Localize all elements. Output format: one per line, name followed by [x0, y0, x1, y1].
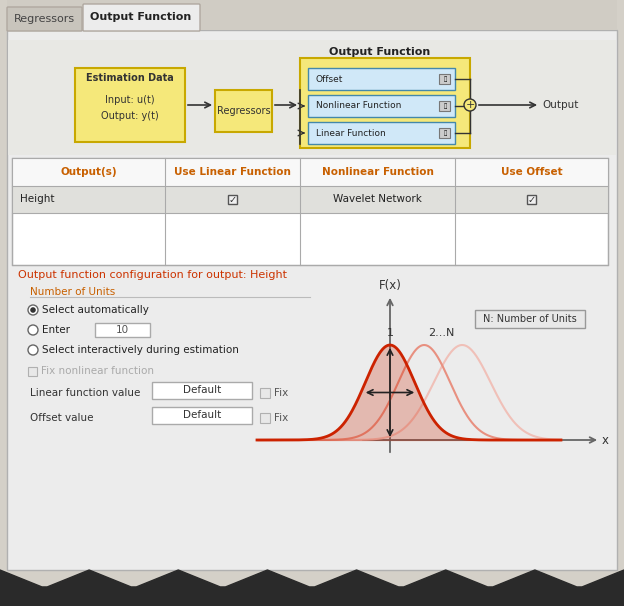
Text: ✓: ✓ [527, 195, 535, 204]
Bar [439, 101, 450, 111]
Bar [152, 382, 252, 399]
Bar [260, 413, 270, 423]
Bar [475, 310, 585, 328]
Text: Use Linear Function: Use Linear Function [174, 167, 291, 177]
Text: Fix: Fix [274, 413, 288, 423]
Text: Output Function: Output Function [90, 12, 192, 22]
Bar [308, 68, 455, 90]
Bar [75, 68, 185, 142]
Text: +: + [466, 100, 475, 110]
Text: 🔒: 🔒 [444, 76, 447, 82]
Text: Output(s): Output(s) [60, 167, 117, 177]
Text: Use Offset: Use Offset [500, 167, 562, 177]
Text: Output: y(t): Output: y(t) [101, 111, 159, 121]
Circle shape [28, 325, 38, 335]
Text: Output function configuration for output: Height: Output function configuration for output… [18, 270, 287, 280]
Text: Height: Height [20, 195, 54, 204]
Circle shape [464, 99, 476, 111]
Text: Default: Default [183, 385, 221, 395]
Bar [7, 30, 617, 570]
Bar [215, 90, 272, 132]
Text: Regressors: Regressors [14, 14, 74, 24]
Circle shape [28, 345, 38, 355]
Text: Offset value: Offset value [30, 413, 94, 423]
Text: 🔒: 🔒 [444, 103, 447, 109]
FancyBboxPatch shape [7, 7, 82, 31]
Text: ✓: ✓ [228, 195, 236, 204]
Text: Linear Function: Linear Function [316, 128, 386, 138]
Text: 2...N: 2...N [428, 328, 454, 338]
Text: 1: 1 [386, 328, 394, 338]
Text: Select interactively during estimation: Select interactively during estimation [42, 345, 239, 355]
Text: Wavelet Network: Wavelet Network [333, 195, 422, 204]
Text: N: Number of Units: N: Number of Units [483, 314, 577, 324]
Bar [439, 74, 450, 84]
Text: Estimation Data: Estimation Data [86, 73, 174, 83]
Text: Nonlinear Function: Nonlinear Function [321, 167, 434, 177]
Bar [152, 407, 252, 424]
Text: Select automatically: Select automatically [42, 305, 149, 315]
Bar [228, 195, 237, 204]
FancyBboxPatch shape [83, 4, 200, 31]
Bar [28, 367, 37, 376]
Text: Fix: Fix [274, 388, 288, 398]
Text: Regressors: Regressors [217, 106, 270, 116]
Bar [300, 58, 470, 148]
Bar [308, 95, 455, 117]
Text: x: x [602, 433, 609, 447]
Text: 🔒: 🔒 [444, 130, 447, 136]
Text: Offset: Offset [316, 75, 343, 84]
Text: Number of Units: Number of Units [30, 287, 115, 297]
Bar [7, 0, 617, 30]
Bar [95, 323, 150, 337]
Circle shape [28, 305, 38, 315]
Text: Nonlinear Function: Nonlinear Function [316, 101, 401, 110]
Text: Output Function: Output Function [329, 47, 431, 57]
Bar [12, 186, 608, 213]
Bar [260, 388, 270, 398]
Circle shape [30, 307, 36, 313]
Text: Output: Output [542, 100, 578, 110]
Text: F(x): F(x) [379, 279, 401, 292]
Bar [8, 40, 616, 155]
Bar [527, 195, 536, 204]
Text: Enter: Enter [42, 325, 70, 335]
Text: Default: Default [183, 410, 221, 420]
Bar [308, 122, 455, 144]
Text: 10: 10 [115, 325, 129, 335]
Bar [12, 158, 608, 265]
Bar [12, 158, 608, 186]
Bar [439, 128, 450, 138]
Text: Input: u(t): Input: u(t) [105, 95, 155, 105]
Text: Fix nonlinear function: Fix nonlinear function [41, 366, 154, 376]
Text: Linear function value: Linear function value [30, 388, 140, 398]
